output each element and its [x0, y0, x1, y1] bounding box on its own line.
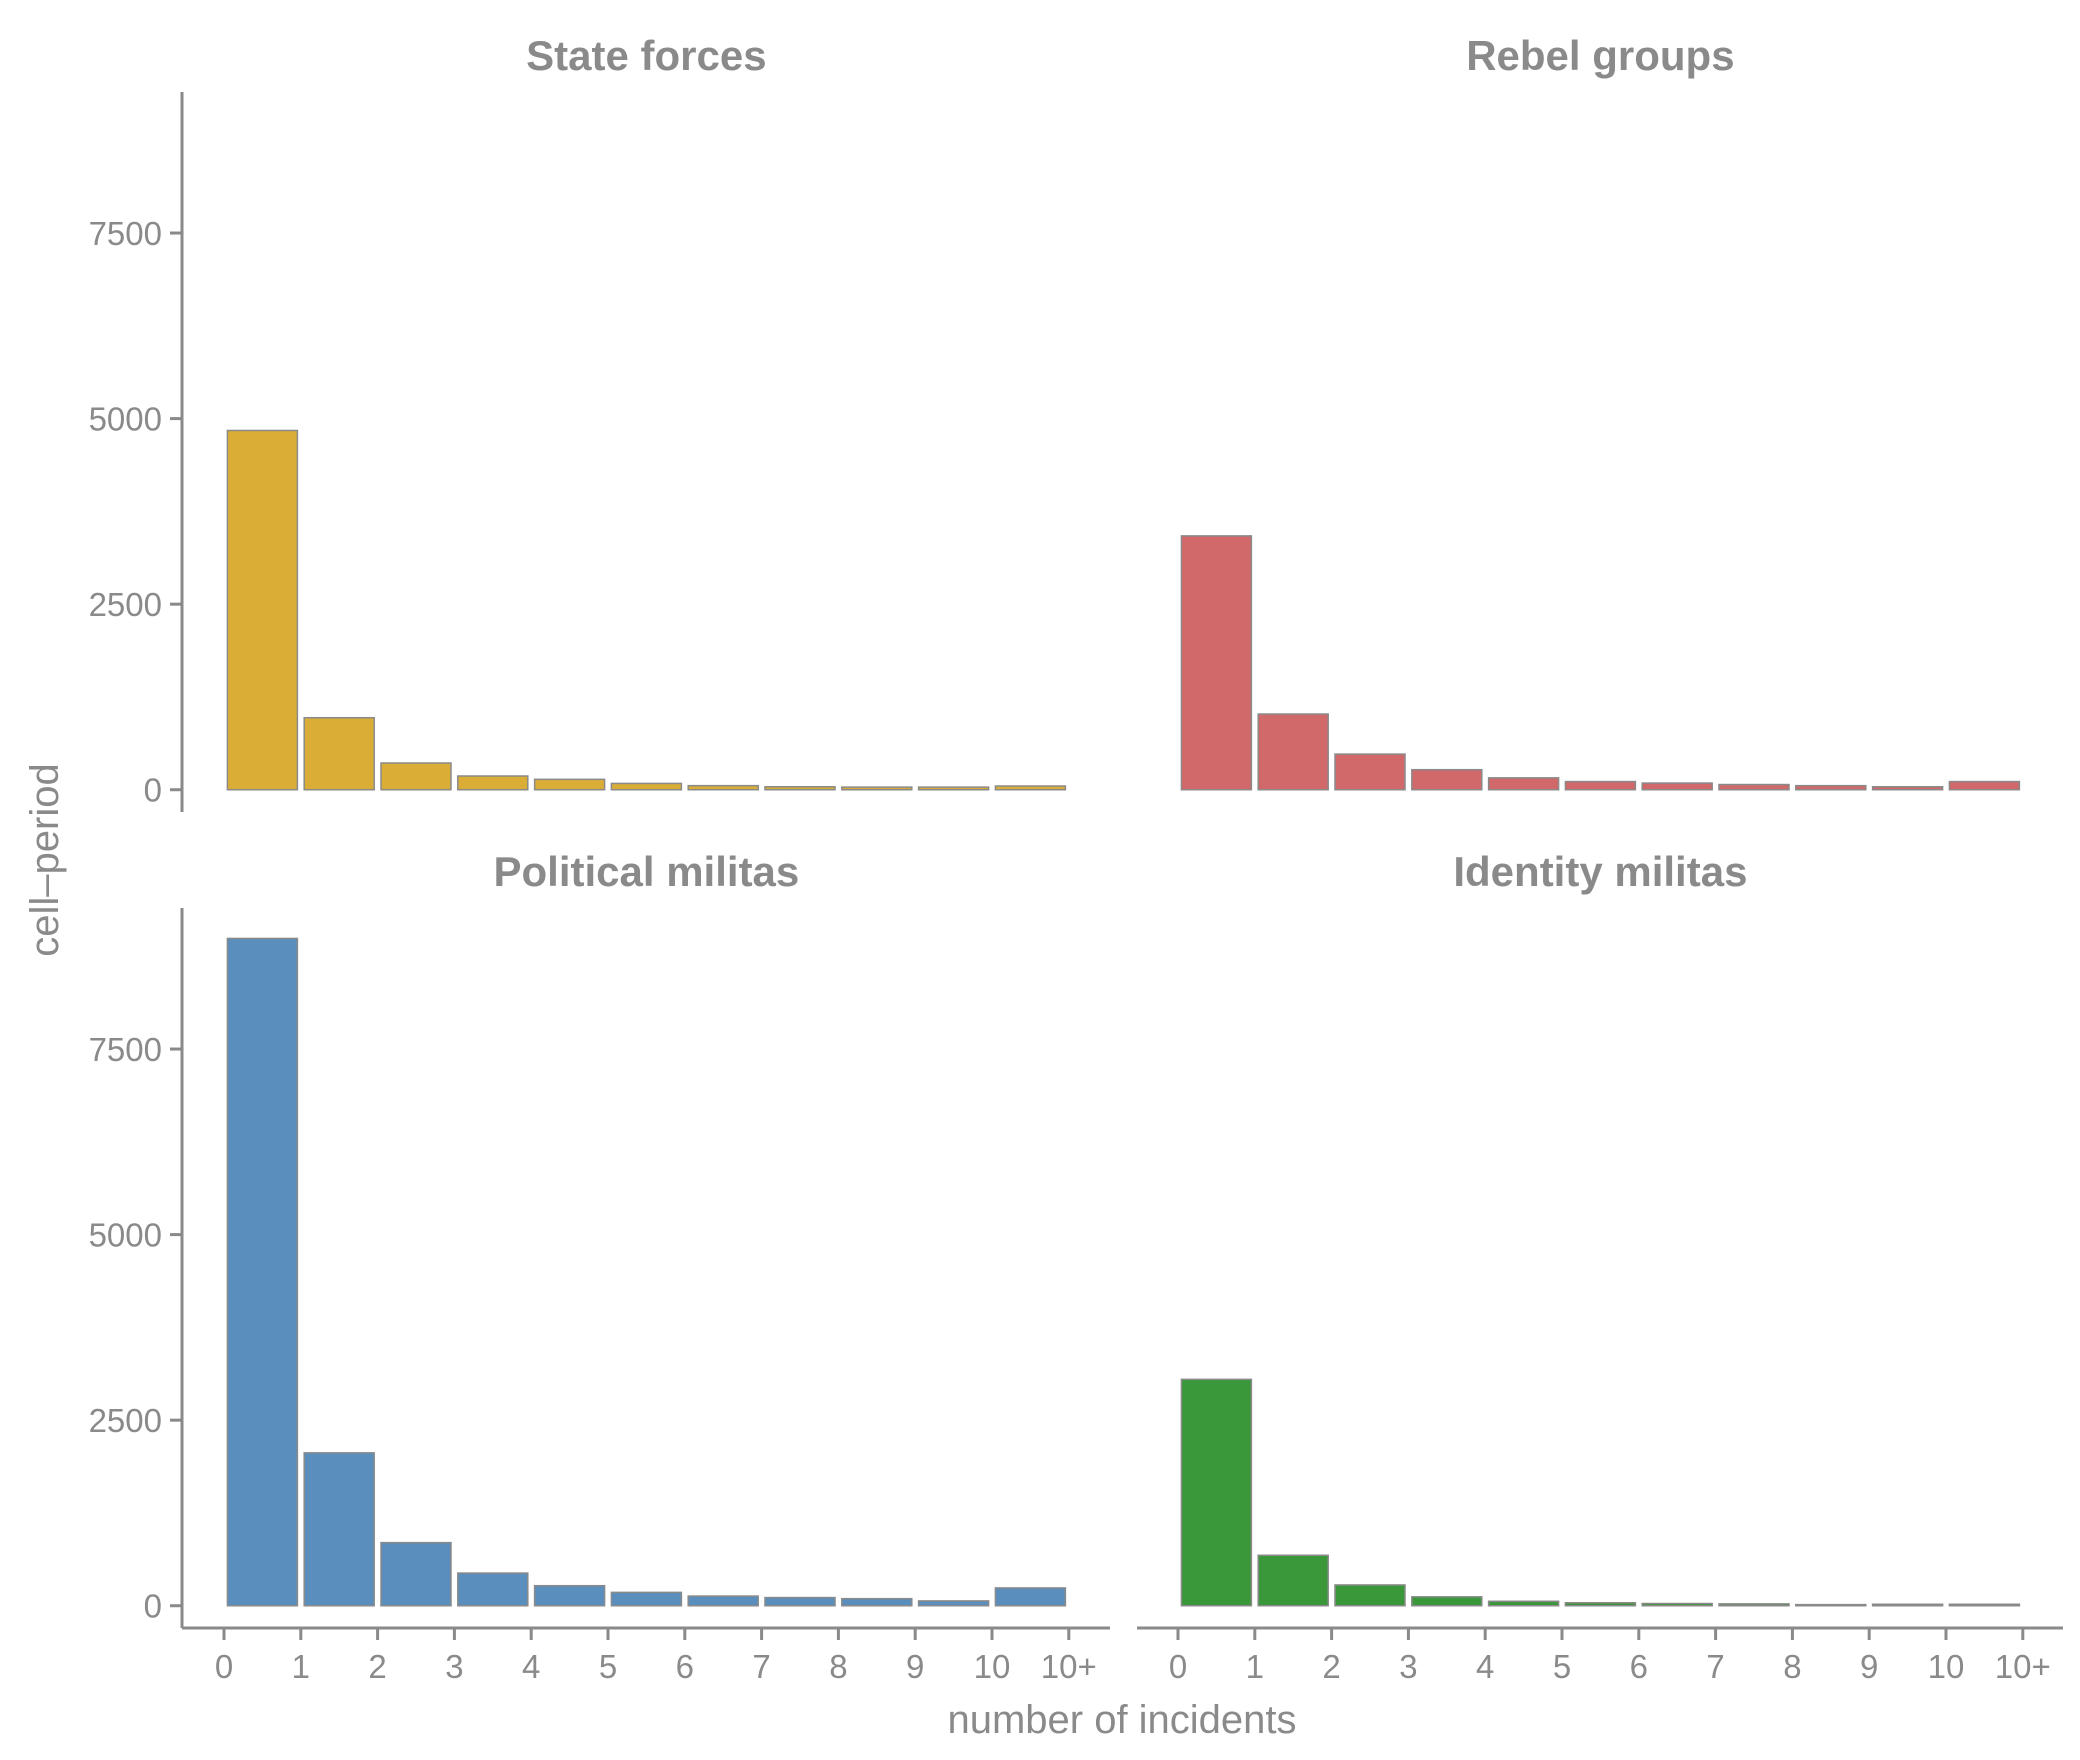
y-tick-label: 2500	[89, 586, 162, 623]
bar	[1257, 1554, 1329, 1607]
bar	[1871, 1603, 1944, 1607]
bar	[1257, 713, 1329, 791]
y-tick-label: 7500	[89, 215, 162, 252]
bar	[917, 786, 990, 791]
x-tick-label: 8	[1783, 1648, 1801, 1685]
facet-title: State forces	[526, 32, 766, 79]
bar	[1718, 1603, 1790, 1607]
bar	[1641, 1602, 1713, 1607]
bar	[1334, 1584, 1406, 1607]
bar	[841, 786, 913, 791]
x-tick-label: 5	[599, 1648, 617, 1685]
bar	[687, 784, 759, 791]
x-tick-label: 3	[1399, 1648, 1417, 1685]
bar	[1795, 784, 1867, 791]
x-tick-label: 3	[445, 1648, 463, 1685]
bar	[226, 429, 299, 791]
y-tick-label: 0	[144, 772, 162, 809]
bar	[1487, 1600, 1560, 1607]
bar	[994, 785, 1067, 791]
bar	[764, 786, 836, 791]
x-tick-label: 10	[974, 1648, 1011, 1685]
y-axis-title: cell–period	[23, 763, 67, 956]
x-tick-label: 9	[906, 1648, 924, 1685]
facet-title: Rebel groups	[1466, 32, 1734, 79]
x-tick-label: 9	[1860, 1648, 1878, 1685]
panel-state-forces: State forces 0 2500 5000 7500	[89, 32, 1067, 812]
y-tick-label: 0	[144, 1588, 162, 1625]
x-tick-label: 1	[1246, 1648, 1264, 1685]
panel-identity-militas: Identity militas 0 1 2 3 4 5 6 7 8 9 10 10+	[1137, 848, 2063, 1685]
bar	[610, 1591, 683, 1607]
x-axis-title: number of incidents	[947, 1698, 1296, 1742]
x-tick-label: 7	[752, 1648, 770, 1685]
y-tick-label: 2500	[89, 1402, 162, 1439]
x-tick-label: 10	[1928, 1648, 1965, 1685]
x-tick-label: 4	[1476, 1648, 1494, 1685]
x-tick-label: 6	[1630, 1648, 1648, 1685]
bar	[1564, 780, 1637, 791]
x-tick-label: 6	[676, 1648, 694, 1685]
bar	[380, 1541, 452, 1607]
bar	[687, 1595, 759, 1607]
facet-title: Identity militas	[1453, 848, 1747, 895]
x-tick-label: 5	[1553, 1648, 1571, 1685]
bar	[1411, 1596, 1483, 1607]
x-tick-label: 1	[292, 1648, 310, 1685]
bar	[1334, 753, 1406, 791]
bar	[1718, 783, 1790, 791]
bar	[380, 762, 452, 791]
x-tick-label: 10+	[1995, 1648, 2051, 1685]
bar	[1180, 535, 1253, 791]
bar	[303, 1452, 375, 1607]
bar	[226, 937, 299, 1607]
y-tick-label: 5000	[89, 401, 162, 438]
bar	[1180, 1378, 1253, 1607]
bar	[1948, 1603, 2021, 1607]
x-tick-label: 0	[215, 1648, 233, 1685]
bar	[533, 778, 606, 791]
bar	[841, 1597, 913, 1607]
bar	[1948, 780, 2021, 791]
bar	[994, 1587, 1067, 1607]
x-tick-label: 10+	[1041, 1648, 1097, 1685]
bar	[457, 775, 529, 791]
bar	[1795, 1603, 1867, 1607]
y-tick-label: 7500	[89, 1031, 162, 1068]
bar	[917, 1600, 990, 1607]
x-tick-label: 2	[368, 1648, 386, 1685]
bar	[1564, 1602, 1637, 1607]
bar	[1871, 786, 1944, 791]
bar	[610, 782, 683, 791]
bar	[303, 716, 375, 791]
facet-title: Political militas	[494, 848, 800, 895]
bar	[764, 1596, 836, 1607]
bar	[457, 1572, 529, 1607]
bar	[533, 1584, 606, 1607]
x-tick-label: 8	[829, 1648, 847, 1685]
panel-rebel-groups: Rebel groups	[1180, 32, 2021, 791]
bar	[1411, 768, 1483, 791]
y-tick-label: 5000	[89, 1217, 162, 1254]
panel-political-militas: Political militas 0 2500 5000 7500 0 1 2 3 4 5 6 7 8 9…	[89, 848, 1110, 1685]
x-tick-label: 0	[1169, 1648, 1187, 1685]
x-tick-label: 4	[522, 1648, 540, 1685]
x-tick-label: 7	[1706, 1648, 1724, 1685]
bar	[1641, 782, 1713, 791]
bar	[1487, 777, 1560, 791]
x-tick-label: 2	[1322, 1648, 1340, 1685]
